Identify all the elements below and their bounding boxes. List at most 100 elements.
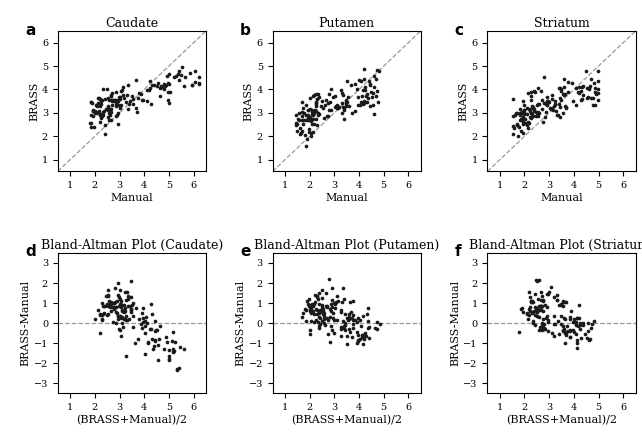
Point — [93, 307, 103, 314]
Point — [117, 307, 128, 314]
Point — [315, 320, 325, 328]
Point — [572, 337, 582, 344]
Point — [515, 111, 525, 118]
Point — [300, 116, 310, 123]
Point — [547, 91, 557, 98]
Point — [528, 317, 539, 324]
Point — [530, 88, 540, 95]
Point — [529, 88, 539, 95]
Point — [566, 308, 577, 315]
Point — [168, 328, 178, 335]
Point — [310, 107, 320, 114]
Point — [293, 116, 303, 123]
Point — [532, 101, 542, 108]
Point — [565, 333, 575, 340]
Point — [586, 95, 596, 102]
Point — [134, 90, 144, 97]
Point — [541, 100, 551, 107]
Point — [110, 285, 120, 292]
Point — [122, 289, 132, 296]
Point — [550, 320, 560, 328]
Point — [110, 309, 121, 316]
Point — [121, 312, 131, 320]
Point — [98, 302, 108, 309]
Point — [374, 68, 384, 75]
Point — [89, 123, 99, 130]
X-axis label: (BRASS+Manual)/2: (BRASS+Manual)/2 — [506, 415, 617, 425]
Point — [92, 110, 102, 117]
Y-axis label: BRASS-Manual: BRASS-Manual — [21, 280, 31, 366]
Point — [159, 85, 169, 92]
Point — [306, 130, 317, 137]
Point — [583, 93, 593, 100]
Point — [552, 297, 562, 304]
Point — [95, 103, 105, 110]
Point — [548, 107, 558, 114]
Point — [530, 113, 541, 120]
Point — [532, 111, 542, 118]
Point — [314, 309, 324, 316]
Point — [367, 89, 377, 96]
Point — [537, 327, 548, 334]
Point — [532, 312, 542, 319]
Point — [542, 312, 553, 319]
Point — [344, 103, 354, 110]
Point — [125, 306, 135, 313]
Point — [113, 279, 123, 286]
Point — [299, 109, 309, 116]
Point — [168, 346, 178, 353]
Point — [548, 95, 558, 103]
Point — [542, 100, 552, 107]
Point — [340, 310, 350, 317]
Point — [338, 104, 349, 111]
Point — [126, 306, 136, 313]
Point — [516, 128, 526, 135]
Point — [178, 346, 189, 353]
Point — [108, 96, 118, 103]
Point — [103, 286, 113, 293]
Point — [558, 323, 568, 330]
Point — [100, 122, 110, 129]
Point — [333, 105, 343, 112]
Point — [302, 297, 313, 305]
Point — [139, 322, 150, 329]
Point — [537, 324, 548, 331]
Point — [126, 309, 136, 316]
Point — [306, 309, 316, 316]
Point — [555, 95, 565, 102]
Point — [95, 312, 105, 319]
Point — [575, 320, 586, 327]
Point — [303, 111, 313, 118]
Point — [352, 331, 363, 338]
Point — [560, 102, 570, 109]
Point — [571, 85, 582, 92]
Point — [306, 301, 317, 309]
Point — [117, 84, 128, 91]
Point — [174, 364, 184, 371]
Point — [537, 324, 548, 332]
Point — [105, 303, 115, 310]
Point — [100, 302, 110, 309]
Point — [144, 325, 155, 332]
Point — [159, 81, 169, 88]
Point — [326, 86, 336, 93]
Point — [162, 96, 173, 103]
Point — [583, 328, 593, 335]
Point — [116, 88, 126, 95]
Point — [125, 315, 135, 322]
Text: d: d — [25, 244, 36, 259]
Point — [103, 292, 113, 299]
Y-axis label: BRASS-Manual: BRASS-Manual — [451, 280, 460, 366]
Point — [295, 130, 305, 137]
Point — [532, 308, 542, 315]
Point — [590, 84, 600, 91]
Point — [528, 112, 538, 119]
Point — [354, 335, 365, 343]
Point — [369, 110, 379, 117]
Point — [302, 136, 313, 143]
Point — [582, 335, 592, 342]
Point — [315, 306, 325, 313]
Point — [311, 316, 321, 324]
Point — [524, 289, 534, 296]
Text: a: a — [25, 23, 35, 38]
